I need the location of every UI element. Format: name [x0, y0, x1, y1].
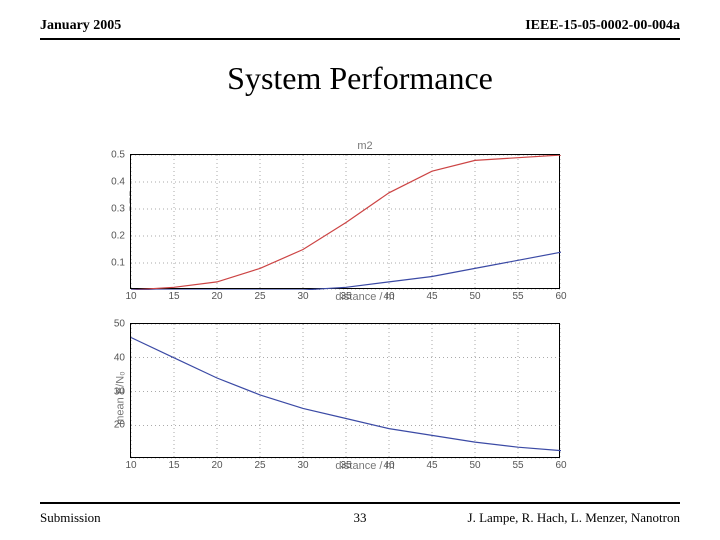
xtick: 55 — [512, 460, 523, 471]
xtick: 50 — [469, 291, 480, 302]
charts-area: m2 mean, max PER 10152025303540455055600… — [130, 140, 600, 472]
bottom-chart: mean E/N₀ 101520253035404550556020304050… — [130, 323, 600, 472]
xtick: 45 — [426, 460, 437, 471]
top-chart-plot: 10152025303540455055600.10.20.30.40.5 — [130, 154, 560, 289]
xtick: 60 — [555, 460, 566, 471]
ytick: 0.4 — [111, 177, 125, 188]
header-rule — [40, 38, 680, 40]
ytick: 20 — [114, 420, 125, 431]
xtick: 10 — [125, 460, 136, 471]
xtick: 30 — [297, 291, 308, 302]
footer-rule — [40, 502, 680, 504]
top-chart-xlabel: distance / m — [130, 291, 600, 303]
xtick: 20 — [211, 460, 222, 471]
top-chart: mean, max PER 10152025303540455055600.10… — [130, 154, 600, 303]
xtick: 20 — [211, 291, 222, 302]
xtick: 45 — [426, 291, 437, 302]
ytick: 0.1 — [111, 258, 125, 269]
xtick: 30 — [297, 460, 308, 471]
xtick: 15 — [168, 460, 179, 471]
ytick: 0.5 — [111, 150, 125, 161]
xtick: 40 — [383, 291, 394, 302]
bottom-chart-plot: 101520253035404550556020304050 — [130, 323, 560, 458]
xtick: 60 — [555, 291, 566, 302]
xtick: 15 — [168, 291, 179, 302]
xtick: 55 — [512, 291, 523, 302]
ytick: 30 — [114, 386, 125, 397]
ytick: 0.2 — [111, 231, 125, 242]
xtick: 35 — [340, 291, 351, 302]
bottom-chart-xlabel: distance / m — [130, 460, 600, 472]
series-ebno — [131, 338, 561, 451]
page-title: System Performance — [0, 60, 720, 97]
ytick: 40 — [114, 352, 125, 363]
xtick: 35 — [340, 460, 351, 471]
ytick: 50 — [114, 319, 125, 330]
header-date: January 2005 — [40, 18, 121, 34]
page-number: 33 — [40, 510, 680, 526]
xtick: 25 — [254, 460, 265, 471]
ytick: 0.3 — [111, 204, 125, 215]
xtick: 25 — [254, 291, 265, 302]
top-chart-title: m2 — [130, 140, 600, 152]
bottom-chart-ylabel: mean E/N₀ — [115, 371, 127, 424]
header-doc-id: IEEE-15-05-0002-00-004a — [525, 18, 680, 34]
xtick: 50 — [469, 460, 480, 471]
xtick: 10 — [125, 291, 136, 302]
xtick: 40 — [383, 460, 394, 471]
